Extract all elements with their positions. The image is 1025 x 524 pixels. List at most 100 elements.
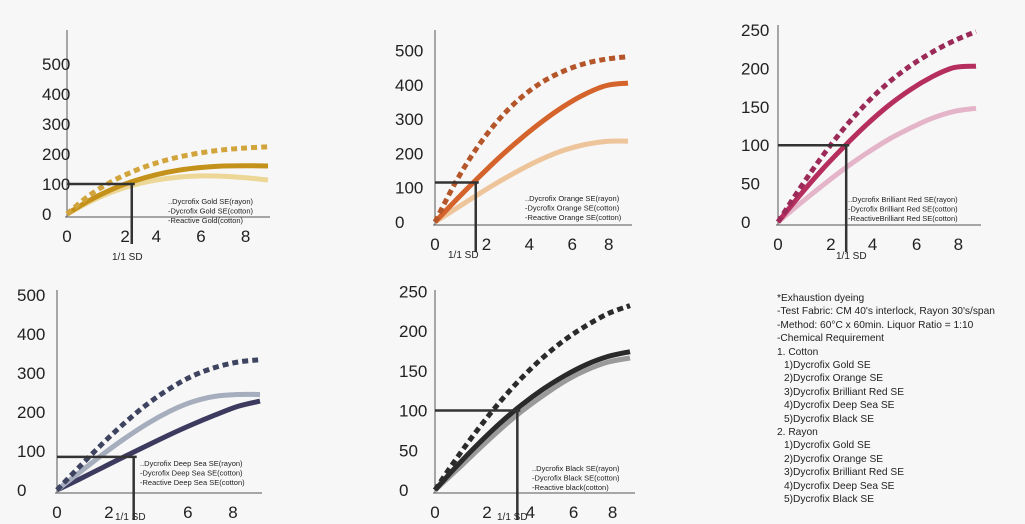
x-tick-label: 0 [430,235,439,254]
notes-cotton-item: 4)Dycrofix Deep Sea SE [784,400,895,412]
x-tick-label: 8 [608,503,617,522]
y-tick-label: 300 [395,110,423,129]
legend-entry: -Reactive black(cotton) [532,483,609,492]
chart-red: 0 50 100 150 200 250 0 2 4 6 8 1/1 SD ..Dycrofix Bri… [741,21,981,262]
legend-entry: -ReactiveBrilliant Red SE(cotton) [848,214,958,223]
series-line [433,80,629,224]
y-tick-label: 250 [741,21,769,40]
sd-label: 1/1 SD [836,251,867,262]
x-tick-label: 4 [152,227,161,246]
series-line [55,357,261,492]
y-tick-label: 400 [395,76,423,95]
x-tick-label: 4 [525,235,534,254]
notes-heading: *Exhaustion dyeing [777,293,865,304]
notes-cotton-item: 2)Dycrofix Orange SE [784,373,884,385]
x-tick-label: 8 [954,235,963,254]
series-line [433,349,631,492]
legend-entry: ..Dycrofix Black SE(rayon) [532,464,620,473]
x-tick-label: 8 [241,227,250,246]
legend-entry: ..Dycrofix Brilliant Red SE(rayon) [848,195,958,204]
y-tick-label: 0 [741,213,750,232]
y-tick-label: 400 [42,85,70,104]
sd-label: 1/1 SD [115,512,146,523]
y-tick-label: 500 [42,55,70,74]
x-tick-label: 8 [604,235,613,254]
x-tick-label: 2 [826,235,835,254]
series-line [65,144,269,216]
notes-cotton-item: 5)Dycrofix Black SE [784,413,875,425]
notes-rayon-item: 1)Dycrofix Gold SE [784,440,871,452]
y-tick-label: 100 [17,442,45,461]
x-tick-label: 6 [568,235,577,254]
legend-entry: -Reactive Deep Sea SE(cotton) [140,478,245,487]
legend-entry: ..Dycrofix Orange SE(rayon) [525,194,620,203]
y-tick-label: 100 [399,402,427,421]
series-line [55,398,261,493]
notes-cotton-heading: 1. Cotton [777,346,819,358]
x-tick-label: 2 [120,227,129,246]
y-tick-label: 500 [395,42,423,61]
sd-label: 1/1 SD [112,252,143,263]
y-tick-label: 0 [42,205,51,224]
legend-entry: -Dycrofix Brilliant Red SE(cotton) [848,205,958,214]
y-tick-label: 250 [399,282,427,301]
notes-cotton-item: 1)Dycrofix Gold SE [784,360,871,372]
legend-entry: -Reactive Orange SE(cotton) [525,213,622,222]
legend-entry: -Reactive Gold(cotton) [168,216,244,225]
y-tick-label: 200 [395,144,423,163]
x-tick-label: 0 [52,503,61,522]
x-tick-label: 4 [526,503,535,522]
x-tick-label: 0 [430,503,439,522]
y-tick-label: 150 [399,362,427,381]
y-tick-label: 300 [17,364,45,383]
y-tick-label: 100 [42,175,70,194]
y-tick-label: 0 [399,481,408,500]
notes-rayon-item: 4)Dycrofix Deep Sea SE [784,480,895,492]
y-tick-label: 400 [17,325,45,344]
x-tick-label: 6 [912,235,921,254]
notes-rayon-heading: 2. Rayon [777,427,818,439]
y-tick-label: 100 [741,136,769,155]
y-tick-label: 200 [399,322,427,341]
series-line [776,105,977,224]
legend-entry: -Dycrofix Gold SE(cotton) [168,207,254,216]
series-line [65,163,269,217]
series-line [433,138,629,225]
x-tick-label: 6 [196,227,205,246]
legend-entry: ..Dycrofix Gold SE(rayon) [168,197,254,206]
chart-deep-sea: 0 100 200 300 400 500 0 2 6 8 1/1 SD ..Dycrofix Dee… [17,286,262,523]
series-line [433,355,631,492]
y-tick-label: 300 [42,115,70,134]
y-tick-label: 200 [42,145,70,164]
x-tick-label: 0 [773,235,782,254]
notes-rayon-item: 2)Dycrofix Orange SE [784,453,884,465]
sd-label: 1/1 SD [497,512,528,523]
legend-entry: -Dycrofix Black SE(cotton) [532,474,620,483]
x-tick-label: 4 [868,235,877,254]
series-line [55,391,261,492]
y-tick-label: 150 [741,98,769,117]
chart-gold: 0 100 200 300 400 500 0 2 4 6 8 1/1 SD ..Dycrofix Go… [42,30,270,263]
chart-black: 0 50 100 150 200 250 0 2 4 6 8 1/1 SD ..Dycrofix Bla… [399,282,635,523]
y-tick-label: 200 [17,403,45,422]
notes-rayon-item: 3)Dycrofix Brilliant Red SE [784,467,905,479]
notes-method: -Method: 60°C x 60min. Liquor Ratio = 1:… [777,319,974,331]
x-tick-label: 2 [104,503,113,522]
y-tick-label: 100 [395,179,423,198]
x-tick-label: 0 [62,227,71,246]
y-tick-label: 50 [741,175,760,194]
y-tick-label: 50 [399,441,418,460]
legend-entry: -Dycrofix Deep Sea SE(cotton) [140,469,243,478]
y-tick-label: 500 [17,286,45,305]
x-tick-label: 2 [482,235,491,254]
x-tick-label: 8 [228,503,237,522]
series-line [775,29,977,224]
chart-orange: 0 100 200 300 400 500 0 2 4 6 8 1/1 SD ..Dycrofix Or… [395,30,632,261]
y-tick-label: 0 [17,481,26,500]
notes-rayon-item: 5)Dycrofix Black SE [784,494,875,506]
y-tick-label: 200 [741,59,769,78]
x-tick-label: 6 [569,503,578,522]
notes-fabric: -Test Fabric: CM 40's interlock, Rayon 3… [777,306,995,318]
series-line [776,63,977,224]
legend-entry: -Dycrofix Orange SE(cotton) [525,204,620,213]
